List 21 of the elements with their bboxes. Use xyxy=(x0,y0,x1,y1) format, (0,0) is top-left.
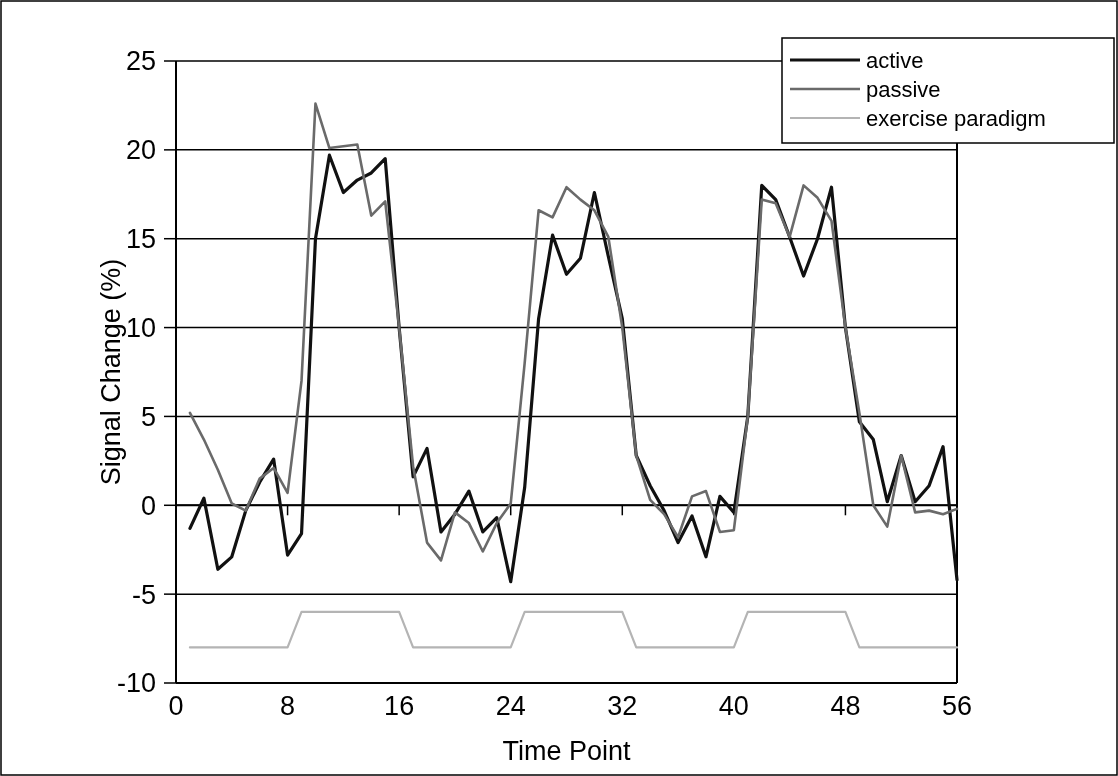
y-tick-label: -10 xyxy=(116,668,156,699)
x-tick-label: 56 xyxy=(941,691,973,721)
legend-label: passive xyxy=(866,76,941,102)
y-tick-label: 0 xyxy=(140,490,156,521)
x-tick-label: 32 xyxy=(607,691,638,721)
x-axis-title: Time Point xyxy=(502,736,632,766)
x-tick-label: 16 xyxy=(384,691,415,721)
x-tick-label: 48 xyxy=(830,691,861,721)
x-tick-label: 8 xyxy=(280,691,296,721)
x-tick-label: 40 xyxy=(718,691,749,721)
legend-label: active xyxy=(866,47,924,73)
x-tick-label: 24 xyxy=(495,691,526,721)
y-tick-label: 10 xyxy=(125,313,156,344)
y-tick-label: 25 xyxy=(125,46,156,77)
y-tick-label: 15 xyxy=(125,224,156,255)
x-tick-label: 0 xyxy=(168,691,184,721)
y-axis-title: Signal Change (%) xyxy=(96,258,126,486)
legend-label: exercise paradigm xyxy=(866,105,1046,131)
y-tick-label: 20 xyxy=(125,135,156,166)
y-tick-label: -5 xyxy=(131,579,156,610)
y-tick-label: 5 xyxy=(140,401,156,432)
